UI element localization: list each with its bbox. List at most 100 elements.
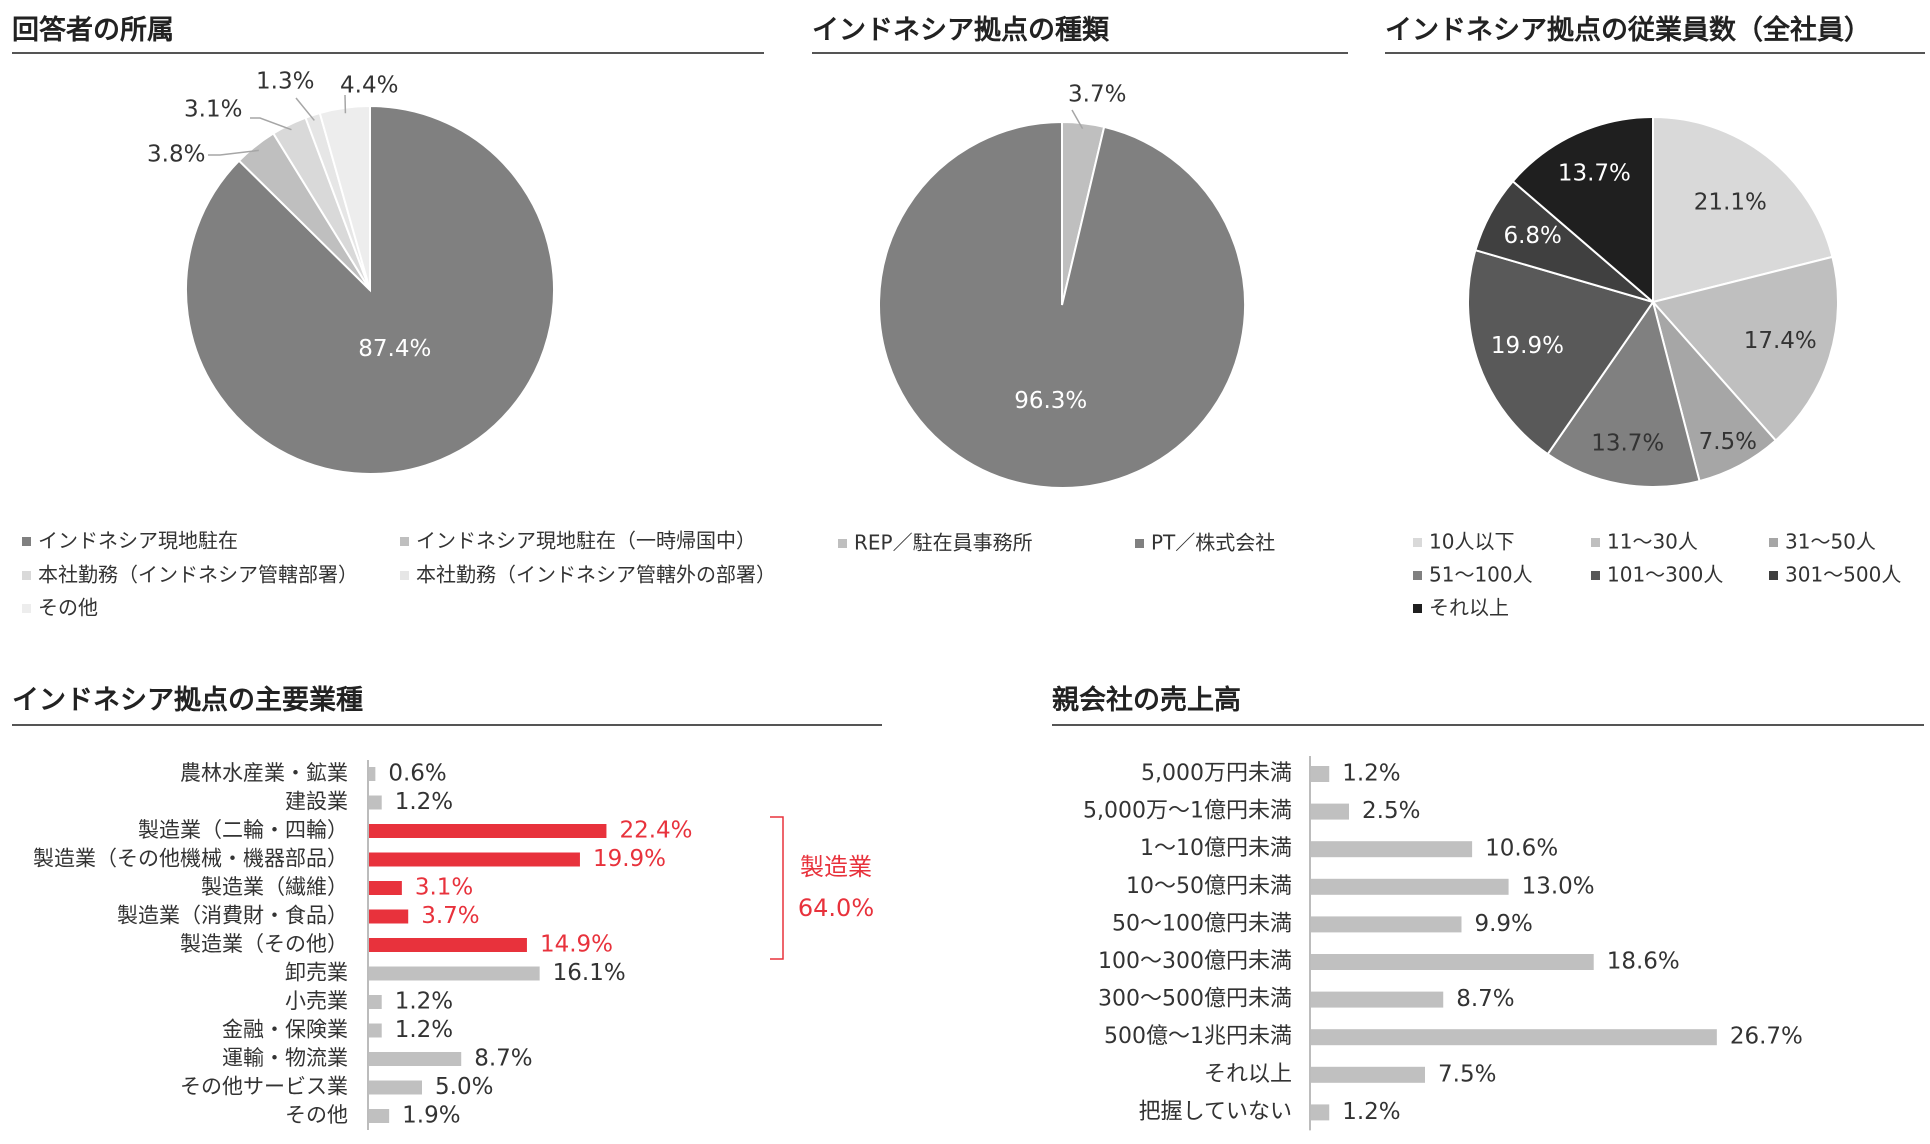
pie-slice xyxy=(185,104,555,475)
pie-slice xyxy=(1546,299,1701,488)
category-label: 農林水産業・鉱業 xyxy=(180,761,348,785)
chart-panel-parent-sales: 親会社の売上高 5,000万円未満 1.2% 5,000万～1億円未満 2.5% 1～1… xyxy=(1040,660,1930,1144)
legend-swatch xyxy=(400,571,409,580)
bar xyxy=(1311,1066,1425,1083)
legend-label: REP／駐在員事務所 xyxy=(854,531,1033,555)
bar xyxy=(369,966,540,981)
category-label: 卸売業 xyxy=(285,961,348,985)
legend-label: 51～100人 xyxy=(1429,563,1533,587)
category-label: 製造業（繊維） xyxy=(201,875,348,899)
bar xyxy=(369,995,382,1009)
group-bracket xyxy=(770,816,784,960)
bar xyxy=(369,1023,382,1038)
legend-label: それ以上 xyxy=(1429,596,1509,620)
legend-label: 101～300人 xyxy=(1607,563,1723,587)
data-label: 4.4% xyxy=(340,73,398,99)
legend-label: その他 xyxy=(38,596,98,620)
chart-panel-employees: インドネシア拠点の従業員数（全社員） 21.1% 17.4% 7.5% 13.7% 19… xyxy=(1375,0,1930,640)
chart-panel-base-type: インドネシア拠点の種類 3.7% 96.3% REP／駐在員事務所 PT／株式会社 xyxy=(800,0,1360,640)
pie-slice xyxy=(878,120,1246,489)
data-label: 87.4% xyxy=(358,336,431,362)
pie-slice xyxy=(1651,255,1839,442)
leader-line xyxy=(295,97,315,121)
leader-line xyxy=(250,117,292,131)
category-label: 100～300億円未満 xyxy=(1098,949,1292,974)
pie-slice xyxy=(1467,248,1655,456)
category-label: 把握していない xyxy=(1139,1099,1292,1124)
category-label: 製造業（消費財・食品） xyxy=(117,904,348,928)
data-label: 1.3% xyxy=(256,69,314,95)
legend-label: PT／株式会社 xyxy=(1151,531,1275,555)
data-label: 21.1% xyxy=(1694,189,1767,215)
legend-swatch xyxy=(1769,571,1778,580)
data-label: 3.7% xyxy=(1068,82,1126,108)
value-label: 0.6% xyxy=(388,761,446,787)
category-label: 運輸・物流業 xyxy=(222,1046,348,1070)
legend-swatch xyxy=(22,604,31,613)
bar xyxy=(1311,803,1349,820)
chart-title-base-type: インドネシア拠点の種類 xyxy=(812,15,1109,46)
legend-label: 301～500人 xyxy=(1785,563,1901,587)
legend-label: インドネシア現地駐在 xyxy=(38,529,238,553)
chart-title-employees: インドネシア拠点の従業員数（全社員） xyxy=(1385,15,1871,46)
chart-title-affiliation: 回答者の所属 xyxy=(12,15,174,46)
value-label: 14.9% xyxy=(540,932,613,958)
value-label: 1.9% xyxy=(402,1103,460,1129)
category-label: 5,000万円未満 xyxy=(1141,761,1292,786)
title-rule xyxy=(812,52,1348,54)
value-label: 2.5% xyxy=(1362,798,1420,824)
pie-chart-base-type: 3.7% 96.3% REP／駐在員事務所 PT／株式会社 xyxy=(838,82,1275,555)
legend-swatch xyxy=(22,571,31,580)
legend-swatch xyxy=(1591,538,1600,547)
bar xyxy=(369,881,402,895)
legend-swatch xyxy=(400,537,409,546)
value-label: 8.7% xyxy=(1456,986,1514,1012)
group-value: 64.0% xyxy=(798,894,874,922)
title-rule xyxy=(12,52,764,54)
bar xyxy=(1311,991,1444,1008)
value-label: 22.4% xyxy=(619,818,692,844)
bar xyxy=(1311,1029,1717,1046)
value-label: 13.0% xyxy=(1522,873,1595,899)
data-label: 3.8% xyxy=(147,142,205,168)
value-label: 1.2% xyxy=(1342,1099,1400,1125)
legend-swatch xyxy=(838,539,847,548)
value-label: 5.0% xyxy=(435,1074,493,1100)
bar-chart-parent-sales: 5,000万円未満 1.2% 5,000万～1億円未満 2.5% 1～10億円未満 10.… xyxy=(1083,756,1803,1131)
legend-label: 本社勤務（インドネシア管轄外の部署） xyxy=(416,563,770,587)
leader-line xyxy=(1071,109,1084,130)
legend-label: 11～30人 xyxy=(1607,530,1698,554)
legend-label: 10人以下 xyxy=(1429,530,1514,554)
chart-panel-affiliation: 回答者の所属 87.4% 3.8% 3.1% 1.3% 4.4% インドネシア現地駐在 イン… xyxy=(0,0,770,640)
bar xyxy=(369,1052,462,1066)
pie-slice xyxy=(1652,115,1834,304)
bar xyxy=(1311,841,1473,858)
value-label: 7.5% xyxy=(1438,1061,1496,1087)
category-label: 50～100億円未満 xyxy=(1112,911,1292,936)
bar xyxy=(369,938,527,952)
category-label: 小売業 xyxy=(285,989,348,1013)
pie-slice xyxy=(1511,115,1654,305)
title-rule xyxy=(1052,724,1924,726)
bar xyxy=(1311,878,1509,895)
value-label: 1.2% xyxy=(395,789,453,815)
legend-swatch xyxy=(1591,571,1600,580)
data-label: 17.4% xyxy=(1744,328,1817,354)
legend-swatch xyxy=(1413,538,1422,547)
data-label: 7.5% xyxy=(1699,429,1757,455)
category-label: 5,000万～1億円未満 xyxy=(1083,799,1292,824)
value-label: 1.2% xyxy=(395,989,453,1015)
value-label: 9.9% xyxy=(1474,911,1532,937)
category-label: 10～50億円未満 xyxy=(1126,874,1292,899)
legend-label: 31～50人 xyxy=(1785,530,1876,554)
category-label: それ以上 xyxy=(1204,1062,1292,1087)
data-label: 6.8% xyxy=(1503,223,1561,249)
data-label: 13.7% xyxy=(1591,431,1664,457)
bar xyxy=(369,767,376,781)
bar xyxy=(369,824,607,838)
legend-swatch xyxy=(22,537,31,546)
pie-chart-affiliation: 87.4% 3.8% 3.1% 1.3% 4.4% インドネシア現地駐在 インドネシア現地駐… xyxy=(22,69,770,620)
chart-panel-industry: インドネシア拠点の主要業種 農林水産業・鉱業 0.6% 建設業 1.2% 製造業（二輪・… xyxy=(0,660,900,1144)
value-label: 10.6% xyxy=(1485,836,1558,862)
value-label: 8.7% xyxy=(474,1046,532,1072)
